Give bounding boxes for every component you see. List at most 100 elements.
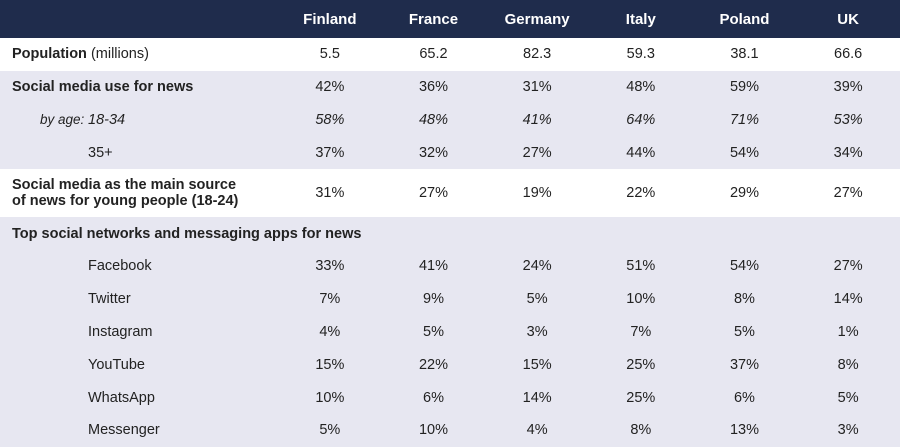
value-cell: 71% (692, 103, 797, 137)
value-cell: 42% (278, 70, 382, 104)
row-label-cell: Instagram (0, 315, 278, 349)
value-cell: 3% (485, 315, 589, 349)
value-cell: 8% (588, 413, 693, 447)
value-cell: 25% (588, 381, 693, 414)
value-cell: 9% (381, 282, 486, 316)
table-row: by age: 18-34 58% 48% 41% 64% 71% 53% (0, 103, 900, 137)
value-cell: 37% (278, 136, 382, 170)
row-label: WhatsApp (88, 389, 155, 406)
row-label-cell: Twitter (0, 282, 278, 316)
row-label: Messenger (88, 422, 160, 439)
value-cell: 8% (796, 348, 900, 382)
value-cell: 66.6 (796, 38, 900, 71)
value-cell: 15% (485, 348, 589, 382)
row-label: YouTube (88, 356, 145, 373)
value-cell: 32% (381, 136, 486, 170)
value-cell: 48% (588, 70, 693, 104)
value-cell: 34% (796, 136, 900, 170)
value-cell: 33% (278, 249, 382, 283)
row-label: Top social networks and messaging apps f… (12, 225, 362, 242)
value-cell: 5% (692, 315, 797, 349)
value-cell: 31% (485, 70, 589, 104)
column-header: Finland (278, 0, 382, 38)
value-cell: 27% (796, 169, 900, 218)
row-label: 35+ (88, 144, 113, 161)
table-row: Messenger 5% 10% 4% 8% 13% 3% (0, 413, 900, 447)
value-cell: 27% (485, 136, 589, 170)
value-cell: 59% (692, 70, 797, 104)
table-row: Population (millions) 5.5 65.2 82.3 59.3 38.1… (0, 38, 900, 71)
row-label: Social media as the main source of news … (12, 177, 239, 210)
value-cell: 48% (381, 103, 486, 137)
row-label: 18-34 (88, 111, 126, 128)
table-row: Social media as the main source of news … (0, 169, 900, 218)
value-cell: 7% (588, 315, 693, 349)
table-row: Twitter 7% 9% 5% 10% 8% 14% (0, 282, 900, 316)
row-label-cell: WhatsApp (0, 381, 278, 414)
value-cell: 39% (796, 70, 900, 104)
value-cell: 59.3 (588, 38, 693, 71)
row-label-cell: Social media as the main source of news … (0, 169, 278, 218)
row-label: Facebook (88, 258, 152, 275)
value-cell: 14% (796, 282, 900, 316)
value-cell: 13% (692, 413, 797, 447)
value-cell: 65.2 (381, 38, 486, 71)
value-cell: 37% (692, 348, 797, 382)
value-cell: 54% (692, 136, 797, 170)
value-cell: 6% (692, 381, 797, 414)
value-cell: 29% (692, 169, 797, 218)
row-label-cell: Population (millions) (0, 38, 278, 71)
value-cell: 25% (588, 348, 693, 382)
value-cell: 44% (588, 136, 693, 170)
value-cell: 58% (278, 103, 382, 137)
table-body: Population (millions) 5.5 65.2 82.3 59.3 38.1… (0, 38, 900, 447)
value-cell: 53% (796, 103, 900, 137)
value-cell: 5.5 (278, 38, 382, 71)
row-label-prefix: by age: (40, 111, 85, 127)
value-cell: 5% (381, 315, 486, 349)
row-label: Social media use for news (12, 79, 194, 96)
value-cell: 22% (381, 348, 486, 382)
table-row: 35+ 37% 32% 27% 44% 54% 34% (0, 136, 900, 170)
row-label: Population (12, 46, 87, 63)
value-cell: 64% (588, 103, 693, 137)
row-label-cell: Facebook (0, 249, 278, 283)
column-header: Italy (588, 0, 693, 38)
value-cell: 6% (381, 381, 486, 414)
corner-cell (0, 0, 278, 38)
table-row: Top social networks and messaging apps f… (0, 217, 900, 250)
value-cell: 3% (796, 413, 900, 447)
value-cell: 15% (278, 348, 382, 382)
row-label-cell: by age: 18-34 (0, 103, 278, 137)
column-header: Germany (485, 0, 589, 38)
value-cell: 8% (692, 282, 797, 316)
value-cell: 4% (278, 315, 382, 349)
value-cell: 27% (381, 169, 486, 218)
row-label-cell: Top social networks and messaging apps f… (0, 217, 900, 250)
value-cell: 14% (485, 381, 589, 414)
value-cell: 51% (588, 249, 693, 283)
value-cell: 24% (485, 249, 589, 283)
value-cell: 41% (485, 103, 589, 137)
value-cell: 38.1 (692, 38, 797, 71)
value-cell: 4% (485, 413, 589, 447)
value-cell: 82.3 (485, 38, 589, 71)
row-label-unit: (millions) (90, 46, 149, 63)
value-cell: 31% (278, 169, 382, 218)
row-label: Twitter (88, 291, 131, 308)
column-header: Poland (692, 0, 797, 38)
value-cell: 7% (278, 282, 382, 316)
table-row: Facebook 33% 41% 24% 51% 54% 27% (0, 249, 900, 283)
value-cell: 36% (381, 70, 486, 104)
table-row: Instagram 4% 5% 3% 7% 5% 1% (0, 315, 900, 349)
header-row: Finland France Germany Italy Poland UK (0, 0, 900, 38)
value-cell: 1% (796, 315, 900, 349)
table-row: Social media use for news 42% 36% 31% 48% 59%… (0, 70, 900, 104)
table-row: YouTube 15% 22% 15% 25% 37% 8% (0, 348, 900, 382)
row-label-cell: YouTube (0, 348, 278, 382)
value-cell: 54% (692, 249, 797, 283)
value-cell: 10% (278, 381, 382, 414)
value-cell: 10% (588, 282, 693, 316)
